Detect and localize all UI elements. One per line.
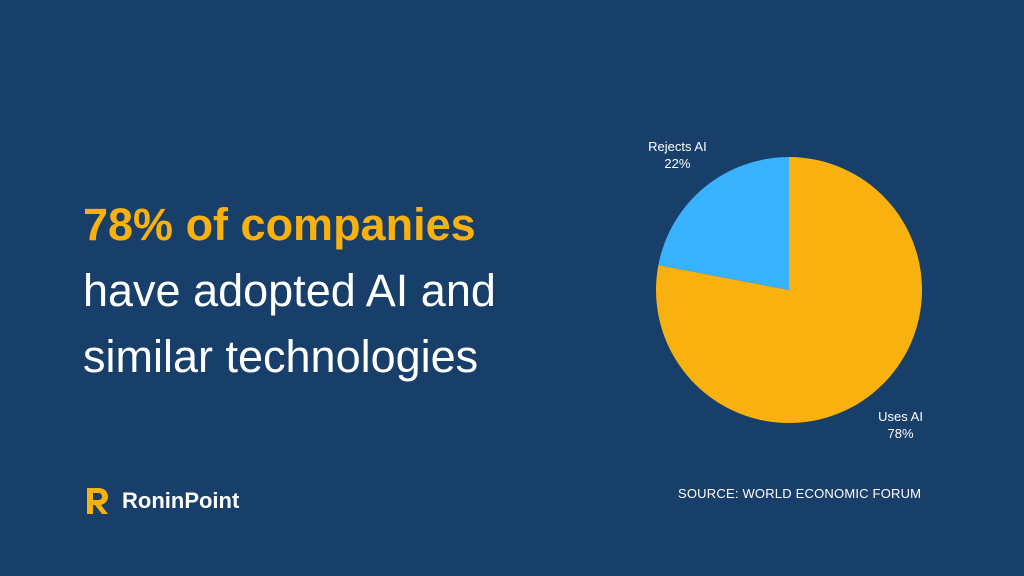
brand: RoninPoint <box>84 486 239 516</box>
headline: 78% of companies have adopted AI and sim… <box>83 192 603 390</box>
brand-name: RoninPoint <box>122 488 240 513</box>
pie-chart: Uses AI 78% Rejects AI 22% <box>648 139 923 441</box>
headline-line-2: have adopted AI and <box>83 265 496 316</box>
headline-accent: 78% of companies <box>83 199 476 250</box>
headline-line-3: similar technologies <box>83 331 479 382</box>
pie-label-rejects-ai: Rejects AI 22% <box>648 139 707 171</box>
pie-slice-rejects-ai <box>658 157 789 290</box>
source-note: SOURCE: WORLD ECONOMIC FORUM <box>678 486 922 501</box>
pie-label-uses-ai: Uses AI 78% <box>878 409 923 441</box>
ronin-r-logo-icon <box>87 488 108 514</box>
